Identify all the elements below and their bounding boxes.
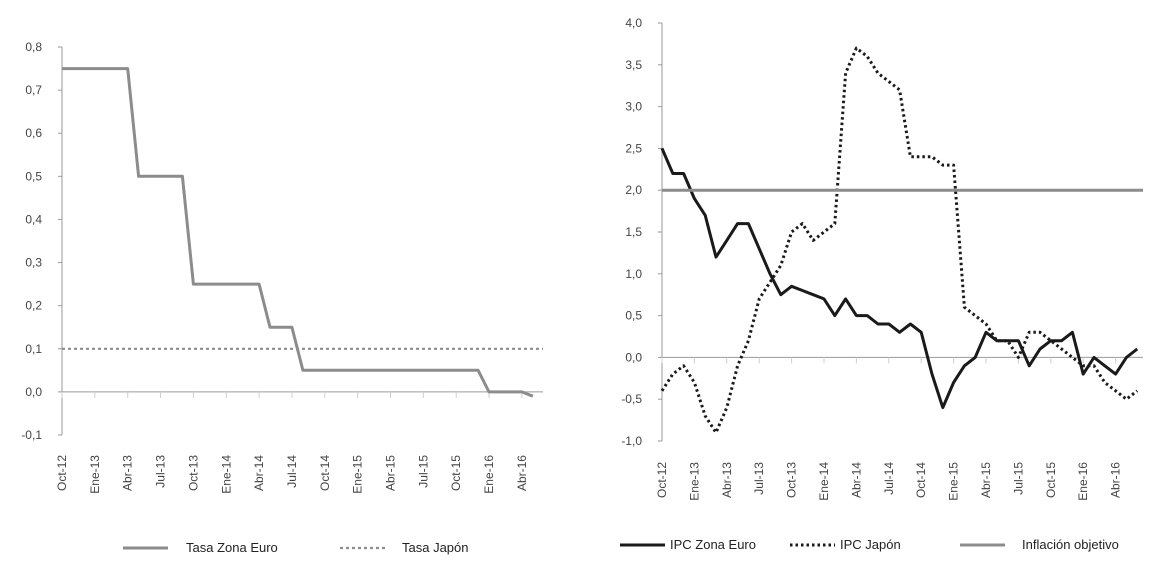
panel-left-ytick-label: 0,6 <box>25 126 42 140</box>
panel-right-xtick-label: Abr-14 <box>849 462 863 498</box>
panel-right-legend-label-0: IPC Zona Euro <box>670 537 756 552</box>
panel-left-legend-label-1: Tasa Japón <box>402 540 469 555</box>
panel-right-series-line-0 <box>660 147 1139 410</box>
panel-right-ytick-label: 2,5 <box>625 141 642 155</box>
panel-right-xtick-label: Ene-14 <box>817 462 831 501</box>
panel-left-legend-label-0: Tasa Zona Euro <box>186 540 278 555</box>
panel-right-xtick-label: Jul-14 <box>882 462 896 495</box>
panel-left-xtick-label: Abr-13 <box>121 455 135 491</box>
panel-left-ytick-label: 0,7 <box>25 83 42 97</box>
panel-left-xtick-label: Oct-15 <box>449 455 463 491</box>
panel-left-series-line-0 <box>62 67 534 398</box>
panel-right-xtick-label: Abr-13 <box>720 462 734 498</box>
panel-right-ytick-label: 3,5 <box>625 58 642 72</box>
panel-right-ytick-label: 1,0 <box>625 267 642 281</box>
panel-left-xtick-label: Abr-14 <box>252 455 266 491</box>
panel-right-ytick-label: -1,0 <box>621 434 642 448</box>
panel-right-ytick-label: -0,5 <box>621 392 642 406</box>
panel-right-series-line-1 <box>660 46 1139 435</box>
panel-right-legend-label-1: IPC Japón <box>840 537 901 552</box>
panel-left-ytick-label: 0,3 <box>25 256 42 270</box>
panel-left-xtick-label: Jul-15 <box>416 455 430 488</box>
panel-right-xtick-label: Oct-12 <box>655 462 669 498</box>
panel-left-xtick-label: Oct-12 <box>55 455 69 491</box>
panel-left-xtick-label: Ene-14 <box>219 455 233 494</box>
panel-left-xtick-label: Oct-14 <box>318 455 332 491</box>
panel-right-xtick-label: Ene-16 <box>1076 462 1090 501</box>
panel-left-xtick-label: Ene-15 <box>351 455 365 494</box>
panel-left-xtick-label: Abr-15 <box>384 455 398 491</box>
panel-left-xtick-label: Ene-13 <box>88 455 102 494</box>
panel-right-xtick-label: Oct-15 <box>1044 462 1058 498</box>
panel-left-ytick-label: 0,2 <box>25 299 42 313</box>
panel-left-ytick-label: 0,8 <box>25 40 42 54</box>
panel-right-ytick-label: 0,0 <box>625 350 642 364</box>
panel-left-xtick-label: Abr-16 <box>515 455 529 491</box>
panel-right-xtick-label: Oct-13 <box>785 462 799 498</box>
panel-right-xtick-label: Ene-15 <box>947 462 961 501</box>
panel-right-ytick-label: 4,0 <box>625 16 642 30</box>
panel-right-legend-label-2: Inflación objetivo <box>1022 537 1119 552</box>
panel-left-ytick-label: 0,4 <box>25 212 42 226</box>
panel-right-xtick-label: Abr-15 <box>979 462 993 498</box>
panel-right-xtick-label: Oct-14 <box>914 462 928 498</box>
panel-left-xtick-label: Jul-13 <box>154 455 168 488</box>
panel-right-ytick-label: 3,0 <box>625 100 642 114</box>
panel-right-ytick-label: 2,0 <box>625 183 642 197</box>
panel-right-xtick-label: Abr-16 <box>1109 462 1123 498</box>
panel-right-xtick-label: Jul-15 <box>1011 462 1025 495</box>
panel-right-xtick-label: Ene-13 <box>687 462 701 501</box>
panel-right-xtick-label: Jul-13 <box>752 462 766 495</box>
panel-right-ytick-label: 0,5 <box>625 309 642 323</box>
panel-left-xtick-label: Jul-14 <box>285 455 299 488</box>
panel-left-ytick-label: -0,1 <box>21 428 42 442</box>
panel-left-xtick-label: Ene-16 <box>482 455 496 494</box>
panel-right-ytick-label: 1,5 <box>625 225 642 239</box>
panel-left-ytick-label: 0,5 <box>25 169 42 183</box>
panel-left-xtick-label: Oct-13 <box>186 455 200 491</box>
panel-left-ytick-label: 0,1 <box>25 342 42 356</box>
panel-left-ytick-label: 0,0 <box>25 385 42 399</box>
